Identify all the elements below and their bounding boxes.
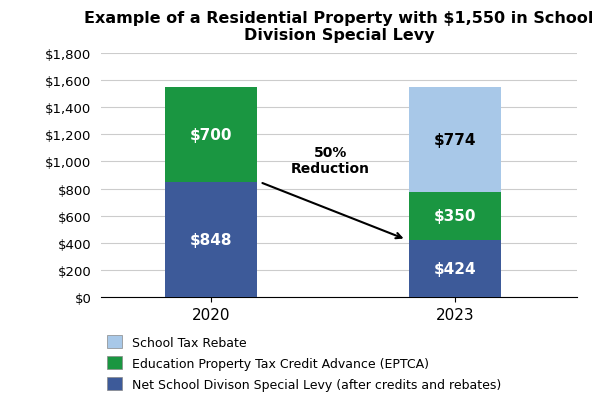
Text: 50%
Reduction: 50% Reduction: [291, 145, 370, 176]
Text: $848: $848: [190, 233, 232, 247]
Text: $700: $700: [190, 128, 232, 142]
Title: Example of a Residential Property with $1,550 in School
Division Special Levy: Example of a Residential Property with $…: [84, 10, 594, 43]
Bar: [409, 88, 502, 192]
Bar: [409, 240, 502, 297]
Text: $424: $424: [434, 261, 477, 276]
Text: $774: $774: [434, 133, 477, 148]
Legend: School Tax Rebate, Education Property Tax Credit Advance (EPTCA), Net School Div: School Tax Rebate, Education Property Ta…: [108, 335, 502, 391]
Text: $350: $350: [434, 209, 477, 224]
Bar: [165, 183, 258, 297]
Bar: [165, 88, 258, 183]
Bar: [409, 192, 502, 240]
